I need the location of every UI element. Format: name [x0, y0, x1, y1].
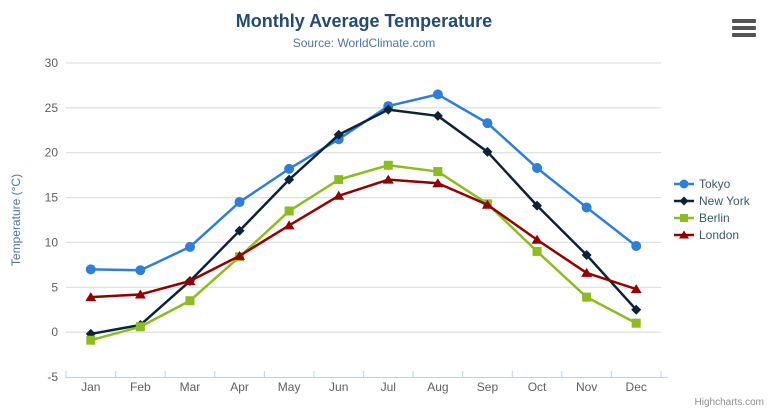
data-point[interactable] [284, 163, 295, 174]
data-point[interactable] [532, 162, 543, 173]
data-point[interactable] [86, 335, 96, 345]
london-series-marker-icon [674, 230, 694, 238]
y-tick-label: 10 [45, 235, 59, 249]
data-point[interactable] [234, 250, 246, 260]
x-tick-label: Apr [230, 380, 249, 394]
data-point[interactable] [135, 265, 146, 276]
data-point[interactable] [432, 89, 443, 100]
data-point[interactable] [531, 234, 543, 244]
data-point[interactable] [85, 264, 96, 275]
x-tick-label: Feb [130, 380, 151, 394]
hamburger-menu-icon [732, 19, 756, 37]
data-point[interactable] [382, 174, 394, 184]
x-tick-label: Jul [381, 380, 396, 394]
series-line-tokyo [90, 93, 637, 272]
data-point[interactable] [333, 190, 345, 200]
data-point[interactable] [631, 318, 641, 328]
y-tick-label: 5 [51, 280, 58, 294]
x-tick-label: May [278, 380, 301, 394]
x-tick-label: Sep [477, 380, 499, 394]
y-tick-label: 30 [45, 56, 59, 70]
data-point[interactable] [432, 178, 444, 188]
data-point[interactable] [630, 284, 642, 294]
data-point[interactable] [631, 241, 642, 252]
data-point[interactable] [581, 202, 592, 213]
series-line-berlin [90, 164, 637, 342]
data-point[interactable] [581, 249, 592, 260]
legend-label: Berlin [699, 210, 730, 225]
y-tick-label: 20 [45, 146, 59, 160]
chart-subtitle: Source: WorldClimate.com [292, 36, 436, 50]
y-tick-label: -5 [47, 370, 58, 384]
x-tick-label: Aug [427, 380, 448, 394]
data-point[interactable] [135, 322, 145, 332]
data-point[interactable] [432, 110, 443, 121]
legend-label: New York [699, 193, 750, 208]
chart-title: Monthly Average Temperature [235, 11, 493, 31]
data-point[interactable] [234, 225, 245, 236]
berlin-series-marker-icon [674, 213, 694, 222]
data-point[interactable] [185, 296, 195, 306]
x-tick-label: Dec [626, 380, 647, 394]
y-tick-label: 0 [51, 325, 58, 339]
data-point[interactable] [481, 199, 493, 209]
tokyo-series-marker-icon [674, 179, 694, 188]
data-point[interactable] [631, 304, 642, 315]
data-point[interactable] [532, 200, 543, 211]
x-tick-label: Oct [528, 380, 547, 394]
x-tick-label: Mar [180, 380, 201, 394]
credits-link[interactable]: Highcharts.com [694, 397, 764, 408]
data-point[interactable] [383, 160, 393, 170]
data-point[interactable] [383, 104, 394, 115]
series-line-london [90, 178, 637, 299]
series-line-new-york [90, 108, 638, 336]
data-point[interactable] [234, 197, 245, 208]
y-tick-label: 25 [45, 101, 59, 115]
data-point[interactable] [582, 292, 592, 302]
legend-item-new-york[interactable]: New York [674, 192, 750, 209]
x-tick-label: Jan [81, 380, 100, 394]
data-point[interactable] [581, 267, 593, 277]
data-point[interactable] [284, 206, 294, 216]
data-point[interactable] [283, 220, 295, 230]
legend-item-london[interactable]: London [674, 226, 750, 243]
legend-item-berlin[interactable]: Berlin [674, 209, 750, 226]
x-tick-label: Jun [329, 380, 348, 394]
data-point[interactable] [184, 276, 196, 286]
data-point[interactable] [334, 175, 344, 185]
legend: Tokyo New York Berlin London [674, 175, 750, 243]
x-tick-label: Nov [576, 380, 597, 394]
data-point[interactable] [184, 241, 195, 252]
legend-item-tokyo[interactable]: Tokyo [674, 175, 750, 192]
data-point[interactable] [85, 292, 97, 302]
data-point[interactable] [433, 167, 443, 177]
context-menu-button[interactable] [731, 17, 757, 39]
data-point[interactable] [482, 146, 493, 157]
data-point[interactable] [284, 174, 295, 185]
data-point[interactable] [333, 129, 344, 140]
data-point[interactable] [134, 289, 146, 299]
legend-label: Tokyo [699, 176, 731, 191]
new-york-series-marker-icon [674, 196, 694, 205]
y-tick-label: 15 [45, 191, 59, 205]
y-axis-title: Temperature (°C) [9, 174, 23, 266]
legend-label: London [699, 227, 740, 242]
data-point[interactable] [482, 118, 493, 129]
data-point[interactable] [532, 246, 542, 256]
